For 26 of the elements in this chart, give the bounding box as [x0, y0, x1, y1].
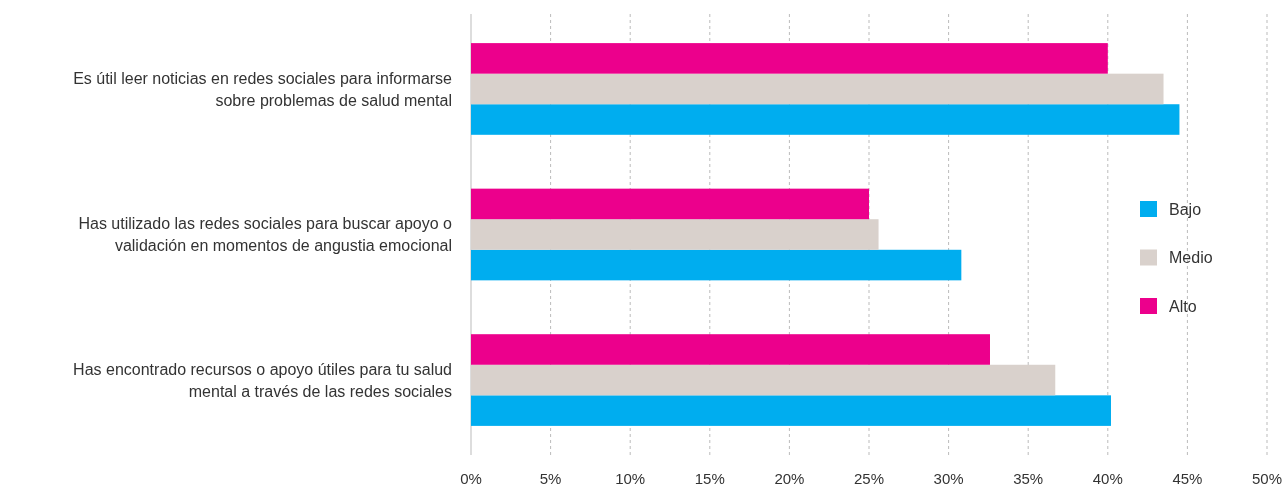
bar — [471, 364, 1056, 396]
x-tick-label: 25% — [853, 470, 885, 487]
x-tick-label: 30% — [933, 470, 964, 487]
x-tick-label: 50% — [1251, 470, 1283, 487]
x-tick-label: 45% — [1172, 470, 1203, 487]
bar — [471, 395, 1111, 426]
legend-label: Bajo — [1169, 200, 1202, 218]
x-tick-label: 40% — [1092, 470, 1123, 487]
x-tick-label: 10% — [615, 470, 646, 487]
x-tick-label: 20% — [774, 470, 805, 487]
legend-label: Medio — [1169, 249, 1213, 267]
y-tick-label: Has utilizado las redes sociales para buscar apoyo o validación en momentos de angustia emocional — [78, 215, 453, 255]
bar — [471, 188, 869, 220]
x-tick-label: 0% — [460, 470, 482, 487]
y-tick-label: Es útil leer noticias en redes sociales para informarse sobre problemas de salud mental — [73, 69, 453, 109]
bar — [471, 249, 962, 281]
bar — [471, 104, 1180, 135]
x-tick-label: 15% — [694, 470, 725, 487]
legend-label: Alto — [1169, 297, 1197, 315]
bar — [471, 73, 1164, 105]
bar — [471, 219, 879, 250]
y-tick-label: Has encontrado recursos o apoyo útiles para tu salud mental a través de las redes sociales — [73, 360, 452, 400]
x-tick-label: 5% — [539, 470, 562, 487]
bar — [471, 334, 990, 365]
x-tick-label: 35% — [1013, 470, 1044, 487]
bar — [471, 43, 1108, 74]
